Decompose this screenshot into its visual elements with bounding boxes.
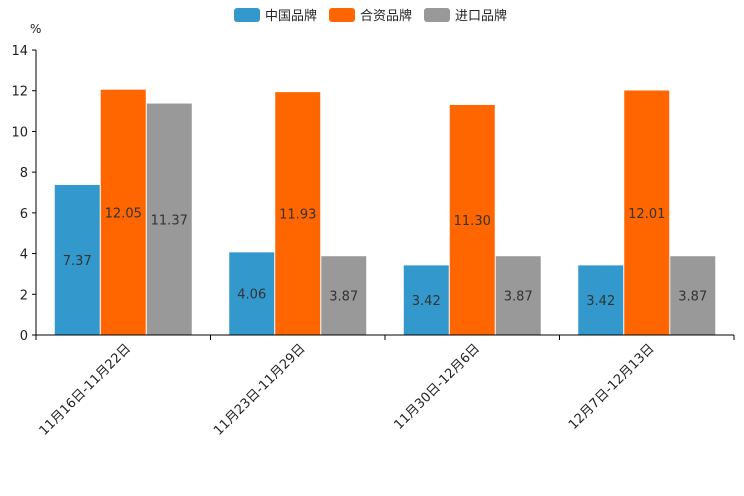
y-tick-label: 2 bbox=[20, 288, 28, 303]
bar-2-3 bbox=[449, 104, 495, 335]
y-tick-label: 8 bbox=[20, 166, 28, 181]
x-axis: 11月16日-11月22日 11月23日-11月29日 11月30日-12月6日 12… bbox=[35, 334, 735, 439]
legend-item-2[interactable]: 合资品牌 bbox=[329, 8, 412, 24]
legend-swatch bbox=[329, 8, 355, 22]
y-tick-label: 0 bbox=[20, 329, 28, 344]
bar-3-3 bbox=[495, 256, 541, 335]
bar-3-2 bbox=[321, 256, 367, 335]
data-label: 12.05 bbox=[105, 206, 142, 221]
y-tick-label: 10 bbox=[11, 125, 28, 140]
x-tick-label: 11月30日-12月6日 bbox=[391, 341, 483, 433]
bar-1-2 bbox=[229, 252, 275, 335]
y-axis-unit-label: % bbox=[30, 22, 41, 36]
data-label: 3.87 bbox=[504, 290, 533, 305]
data-label: 4.06 bbox=[237, 288, 266, 303]
bar-1-1 bbox=[54, 184, 100, 335]
data-label: 11.93 bbox=[279, 208, 316, 223]
x-tick-label: 11月16日-11月22日 bbox=[37, 341, 134, 438]
bar-1-4 bbox=[578, 265, 624, 335]
data-label: 11.37 bbox=[151, 213, 188, 228]
data-label: 11.30 bbox=[454, 214, 491, 229]
legend-label: 进口品牌 bbox=[455, 8, 507, 24]
x-tick-label: 12月7日-12月13日 bbox=[566, 341, 658, 433]
legend: 中国品牌 合资品牌 进口品牌 bbox=[234, 8, 507, 24]
data-label: 3.87 bbox=[678, 290, 707, 305]
data-label: 3.87 bbox=[329, 290, 358, 305]
y-tick-label: 6 bbox=[20, 207, 28, 222]
data-label: 3.42 bbox=[412, 294, 441, 309]
bar-3-4 bbox=[670, 256, 716, 335]
bar-2-2 bbox=[275, 92, 321, 335]
legend-item-3[interactable]: 进口品牌 bbox=[424, 8, 507, 24]
legend-item-1[interactable]: 中国品牌 bbox=[234, 8, 317, 24]
data-label: 7.37 bbox=[63, 254, 92, 269]
bar-2-1 bbox=[100, 89, 146, 335]
data-label: 3.42 bbox=[586, 294, 615, 309]
bar-3-1 bbox=[146, 103, 192, 336]
y-tick-label: 14 bbox=[11, 44, 28, 59]
y-axis: 0 2 4 6 8 10 12 14 bbox=[11, 44, 37, 344]
x-tick-label: 11月23日-11月29日 bbox=[211, 341, 308, 438]
bar-1-3 bbox=[403, 265, 449, 335]
legend-label: 合资品牌 bbox=[360, 8, 412, 24]
legend-label: 中国品牌 bbox=[265, 8, 317, 24]
legend-swatch bbox=[424, 8, 450, 22]
legend-swatch bbox=[234, 8, 260, 22]
bars: 7.37 12.05 11.37 4.06 11.93 3.87 3.42 11.30 3.87… bbox=[54, 89, 716, 336]
bar-2-4 bbox=[624, 90, 670, 335]
y-tick-label: 4 bbox=[20, 248, 28, 263]
data-label: 12.01 bbox=[628, 207, 665, 222]
y-tick-label: 12 bbox=[11, 85, 28, 100]
